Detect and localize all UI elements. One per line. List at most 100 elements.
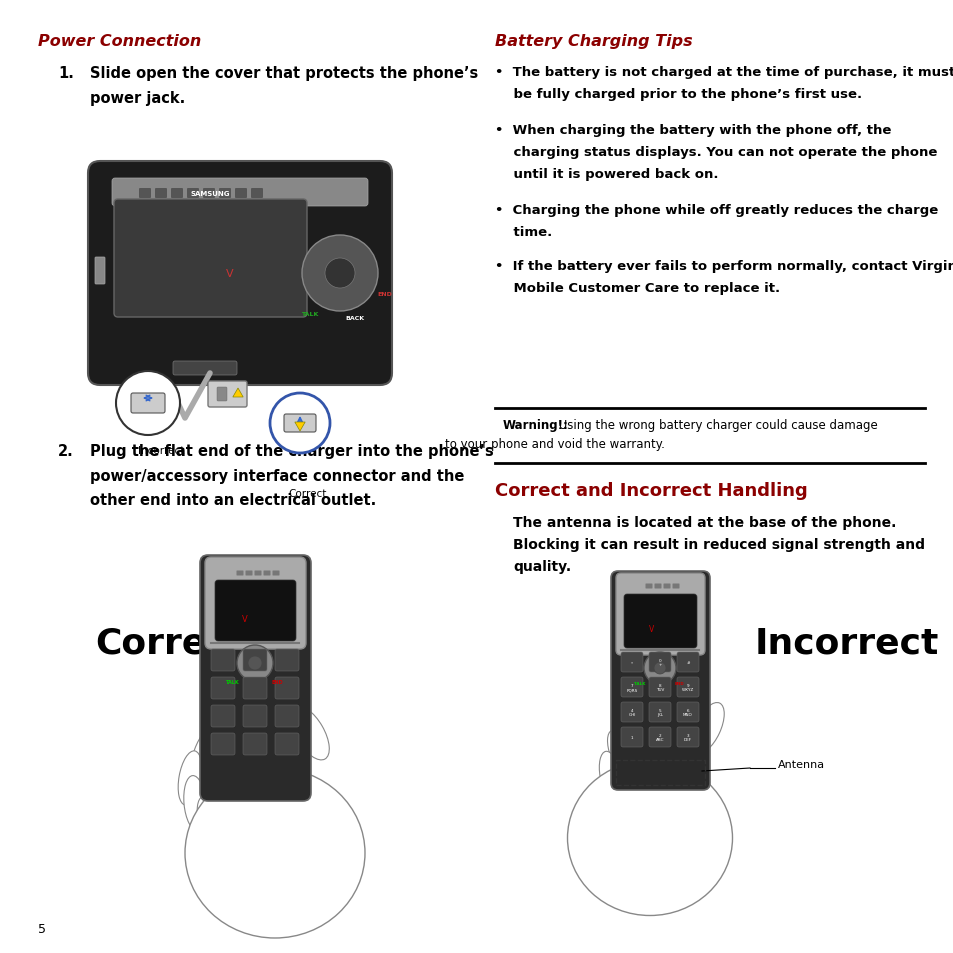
FancyBboxPatch shape xyxy=(245,571,253,576)
FancyBboxPatch shape xyxy=(243,705,267,727)
Text: END: END xyxy=(377,292,392,296)
Text: V: V xyxy=(242,614,248,623)
Text: Correct: Correct xyxy=(288,489,326,498)
FancyBboxPatch shape xyxy=(211,649,234,671)
Text: until it is powered back on.: until it is powered back on. xyxy=(495,168,718,181)
Text: 1.: 1. xyxy=(58,66,73,81)
FancyBboxPatch shape xyxy=(243,733,267,755)
Text: Power Connection: Power Connection xyxy=(38,34,201,49)
Text: 1: 1 xyxy=(630,735,633,740)
FancyBboxPatch shape xyxy=(205,558,306,649)
FancyBboxPatch shape xyxy=(234,189,247,199)
FancyBboxPatch shape xyxy=(677,678,699,698)
Ellipse shape xyxy=(178,751,202,805)
FancyBboxPatch shape xyxy=(254,571,261,576)
FancyBboxPatch shape xyxy=(200,556,311,801)
Text: *: * xyxy=(630,660,633,664)
Text: 3
DEF: 3 DEF xyxy=(683,733,691,741)
Text: •  When charging the battery with the phone off, the: • When charging the battery with the pho… xyxy=(495,124,890,137)
Text: 9
WXYZ: 9 WXYZ xyxy=(681,683,694,692)
FancyBboxPatch shape xyxy=(274,678,298,700)
Text: 2.: 2. xyxy=(58,443,73,458)
Text: Plug the flat end of the charger into the phone’s
power/accessory interface conn: Plug the flat end of the charger into th… xyxy=(90,443,494,508)
Circle shape xyxy=(325,258,355,289)
Ellipse shape xyxy=(691,702,723,754)
FancyBboxPatch shape xyxy=(648,652,670,672)
FancyBboxPatch shape xyxy=(95,257,105,285)
FancyBboxPatch shape xyxy=(211,705,234,727)
FancyBboxPatch shape xyxy=(88,162,392,386)
FancyBboxPatch shape xyxy=(274,705,298,727)
FancyBboxPatch shape xyxy=(236,571,243,576)
Text: #: # xyxy=(685,660,689,664)
FancyBboxPatch shape xyxy=(171,189,183,199)
FancyBboxPatch shape xyxy=(243,649,267,671)
FancyBboxPatch shape xyxy=(113,200,307,317)
Text: Slide open the cover that protects the phone’s
power jack.: Slide open the cover that protects the p… xyxy=(90,66,477,106)
Text: Warning!:: Warning!: xyxy=(502,418,568,432)
FancyBboxPatch shape xyxy=(208,381,247,408)
Text: SAMSUNG: SAMSUNG xyxy=(190,191,230,196)
FancyBboxPatch shape xyxy=(243,678,267,700)
FancyBboxPatch shape xyxy=(139,189,151,199)
Ellipse shape xyxy=(191,727,219,780)
Circle shape xyxy=(643,652,676,684)
FancyBboxPatch shape xyxy=(616,574,704,656)
FancyBboxPatch shape xyxy=(216,388,227,401)
FancyBboxPatch shape xyxy=(623,595,697,648)
Text: Mobile Customer Care to replace it.: Mobile Customer Care to replace it. xyxy=(495,282,780,294)
Text: END: END xyxy=(271,679,282,684)
FancyBboxPatch shape xyxy=(654,584,660,589)
Ellipse shape xyxy=(599,773,619,821)
FancyBboxPatch shape xyxy=(131,394,165,414)
Text: Blocking it can result in reduced signal strength and: Blocking it can result in reduced signal… xyxy=(513,537,924,552)
FancyBboxPatch shape xyxy=(251,189,263,199)
Text: V: V xyxy=(649,624,654,633)
Ellipse shape xyxy=(197,797,223,850)
Text: Incorrect: Incorrect xyxy=(138,446,184,456)
Text: Incorrect: Incorrect xyxy=(754,626,939,660)
Text: TALK: TALK xyxy=(301,312,318,316)
Text: 5
JKL: 5 JKL xyxy=(657,708,662,717)
Text: •  Charging the phone while off greatly reduces the charge: • Charging the phone while off greatly r… xyxy=(495,204,937,216)
Circle shape xyxy=(116,372,180,436)
FancyBboxPatch shape xyxy=(187,189,199,199)
Ellipse shape xyxy=(607,730,632,776)
Ellipse shape xyxy=(184,776,206,831)
FancyBboxPatch shape xyxy=(677,702,699,722)
FancyBboxPatch shape xyxy=(610,572,709,790)
FancyBboxPatch shape xyxy=(203,189,214,199)
Ellipse shape xyxy=(291,706,329,760)
Text: END: END xyxy=(675,681,684,685)
FancyBboxPatch shape xyxy=(274,649,298,671)
FancyBboxPatch shape xyxy=(214,580,295,641)
FancyBboxPatch shape xyxy=(648,727,670,747)
Text: •  If the battery ever fails to perform normally, contact Virgin: • If the battery ever fails to perform n… xyxy=(495,260,953,273)
Ellipse shape xyxy=(185,768,365,938)
Text: SAMSUNG: SAMSUNG xyxy=(644,606,675,611)
Text: Correct and Incorrect Handling: Correct and Incorrect Handling xyxy=(495,481,807,499)
Text: V: V xyxy=(226,269,233,278)
Circle shape xyxy=(270,394,330,454)
FancyBboxPatch shape xyxy=(172,361,236,375)
FancyBboxPatch shape xyxy=(263,571,271,576)
Text: quality.: quality. xyxy=(513,559,571,574)
Circle shape xyxy=(236,645,273,681)
Text: charging status displays. You can not operate the phone: charging status displays. You can not op… xyxy=(495,146,937,159)
FancyBboxPatch shape xyxy=(645,584,652,589)
Text: 0
+: 0 + xyxy=(658,658,661,666)
FancyBboxPatch shape xyxy=(677,652,699,672)
FancyBboxPatch shape xyxy=(219,189,231,199)
FancyBboxPatch shape xyxy=(112,179,368,207)
Ellipse shape xyxy=(567,760,732,916)
Text: Battery Charging Tips: Battery Charging Tips xyxy=(495,34,692,49)
Text: SAMSUNG: SAMSUNG xyxy=(239,596,271,601)
Text: 4
GHI: 4 GHI xyxy=(628,708,635,717)
Text: Correct: Correct xyxy=(95,626,245,660)
Text: be fully charged prior to the phone’s first use.: be fully charged prior to the phone’s fi… xyxy=(495,88,862,101)
FancyBboxPatch shape xyxy=(662,584,670,589)
FancyBboxPatch shape xyxy=(274,733,298,755)
FancyBboxPatch shape xyxy=(620,652,642,672)
Text: •  The battery is not charged at the time of purchase, it must: • The battery is not charged at the time… xyxy=(495,66,953,79)
FancyBboxPatch shape xyxy=(154,189,167,199)
